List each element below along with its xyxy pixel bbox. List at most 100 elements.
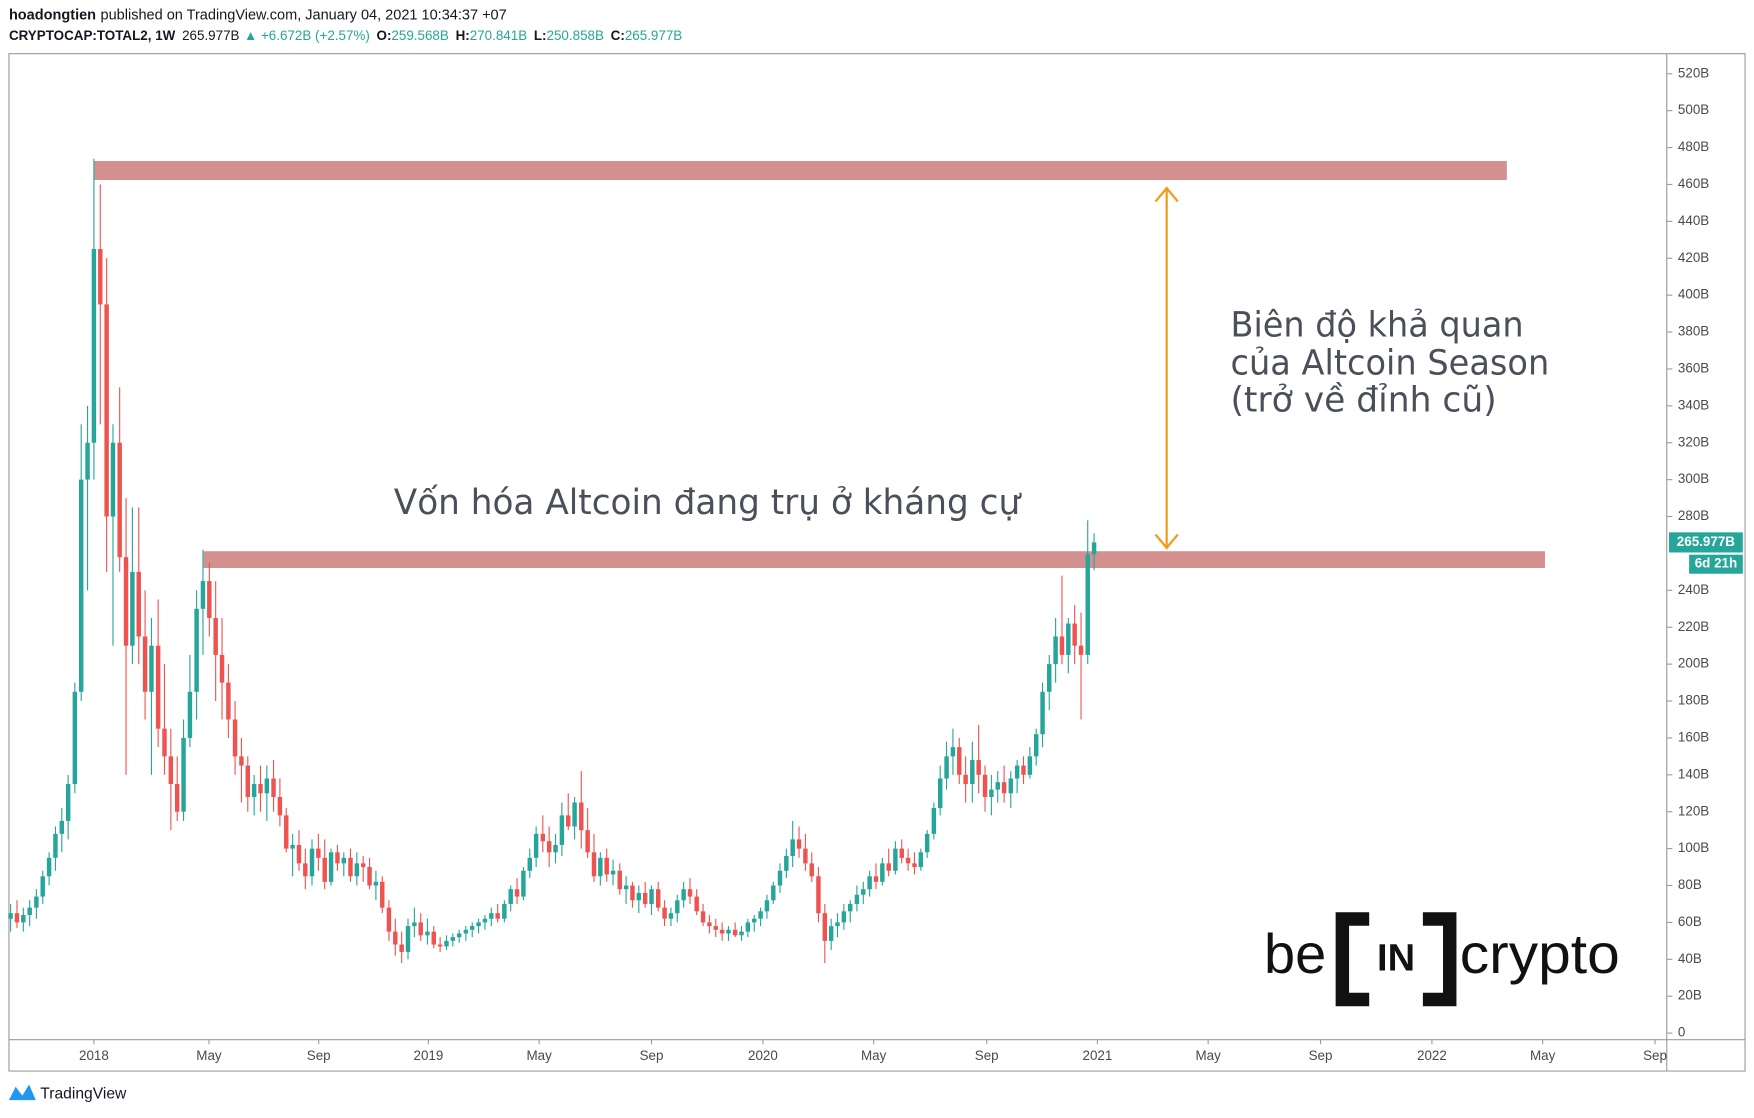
candle-body — [816, 876, 821, 914]
candle-body — [251, 784, 257, 797]
candle-body — [751, 918, 757, 923]
candle-body — [514, 889, 520, 897]
candle-body — [53, 833, 58, 858]
candle-body — [104, 304, 109, 517]
candle-body — [130, 571, 135, 646]
candle-body — [566, 815, 571, 827]
candle-body — [40, 876, 45, 897]
candle-body — [771, 885, 776, 901]
candle-body — [726, 929, 731, 934]
candle-body — [85, 442, 90, 480]
y-tick-label: 120B — [1678, 803, 1709, 818]
candle-body — [828, 926, 834, 941]
candle-body — [495, 913, 500, 919]
candle-body — [719, 929, 725, 934]
candle-body — [918, 852, 924, 868]
y-tick-label: 400B — [1678, 287, 1709, 302]
candle-body — [970, 760, 975, 785]
y-tick-label: 240B — [1678, 582, 1709, 597]
candle-body — [34, 896, 39, 908]
candle-body — [1014, 765, 1020, 779]
candle-body — [437, 944, 443, 947]
range-note: của Altcoin Season — [1230, 343, 1549, 383]
candle-body — [316, 848, 321, 858]
candle-body — [591, 852, 597, 877]
candle-body — [117, 442, 122, 558]
candle-body — [277, 796, 283, 816]
candle-body — [873, 876, 879, 882]
candle-body — [803, 848, 808, 864]
candle-body — [533, 833, 539, 858]
y-tick-label: 200B — [1678, 656, 1709, 671]
logo-bracket — [1335, 912, 1370, 1007]
x-tick-label: Sep — [307, 1048, 331, 1063]
candle-body — [348, 857, 353, 877]
candle-body — [264, 778, 270, 794]
candle-body — [98, 249, 103, 305]
candle-body — [232, 719, 238, 757]
candle-body — [181, 737, 186, 812]
candle-body — [1001, 782, 1007, 794]
candle-body — [655, 889, 661, 908]
candle-body — [508, 889, 513, 904]
candle-body — [950, 747, 956, 757]
candle-body — [630, 885, 635, 901]
candle-body — [713, 926, 718, 930]
candle-body — [1027, 756, 1033, 775]
candle-body — [861, 889, 866, 895]
candle-body — [444, 940, 449, 947]
ohlc-value: 250.858B — [547, 27, 604, 42]
y-tick-label: 60B — [1678, 914, 1702, 929]
candle-body — [425, 931, 430, 936]
candle-body — [155, 645, 161, 729]
candle-body — [226, 682, 231, 720]
y-tick-label: 100B — [1678, 840, 1709, 855]
candle-body — [341, 857, 347, 864]
candle-body — [373, 881, 379, 886]
candle-body — [886, 863, 891, 871]
candle-body — [572, 802, 577, 827]
candle-body — [258, 784, 263, 794]
x-tick-label: 2021 — [1083, 1048, 1113, 1063]
logo-right: crypto — [1460, 922, 1620, 985]
y-tick-label: 160B — [1678, 729, 1709, 744]
candle-body — [553, 844, 558, 853]
candle-body — [924, 833, 930, 853]
candle-body — [399, 944, 404, 952]
candle-body — [880, 863, 885, 882]
candle-body — [328, 852, 334, 882]
candle-body — [91, 249, 97, 443]
candle-body — [380, 881, 385, 908]
candle-body — [290, 844, 295, 849]
candle-body — [707, 922, 712, 927]
candle-body — [296, 844, 302, 864]
candle-body — [777, 870, 783, 886]
candle-body — [668, 913, 674, 919]
candle-body — [976, 760, 981, 775]
candle-body — [1047, 664, 1052, 692]
candle-body — [732, 929, 738, 936]
x-tick-label: May — [1530, 1048, 1556, 1063]
candle-body — [431, 931, 436, 945]
footer-icon — [8, 1084, 36, 1101]
symbol-line: CRYPTOCAP:TOTAL2, 1W 265.977B ▲ +6.672B (+… — [9, 27, 682, 42]
candle-body — [207, 581, 212, 619]
candle-body — [360, 863, 366, 868]
candle-body — [1091, 542, 1097, 555]
candle-body — [405, 926, 411, 952]
candle-body — [764, 900, 770, 912]
candle-body — [681, 889, 686, 901]
x-tick-label: 2019 — [413, 1048, 443, 1063]
range-note: (trở về đỉnh cũ) — [1230, 380, 1496, 420]
y-tick-label: 500B — [1678, 102, 1709, 117]
candle-body — [1072, 623, 1077, 646]
candle-body — [386, 907, 392, 932]
candle-body — [72, 691, 78, 785]
candle-body — [848, 903, 853, 912]
candle-body — [559, 815, 565, 845]
y-tick-label: 180B — [1678, 693, 1709, 708]
y-tick-label: 320B — [1678, 434, 1709, 449]
candle-body — [162, 728, 167, 757]
candle-body — [418, 922, 423, 936]
